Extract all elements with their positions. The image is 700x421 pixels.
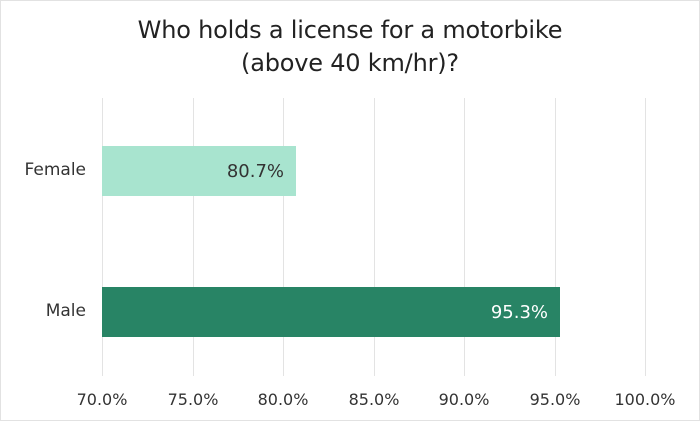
category-label-female: Female: [24, 160, 86, 180]
chart-title-line-2: (above 40 km/hr)?: [241, 49, 459, 77]
x-tick-label: 100.0%: [614, 390, 676, 409]
bar-value-label: 95.3%: [490, 301, 548, 323]
bar-female: 80.7%: [102, 146, 296, 196]
x-tick-label: 85.0%: [348, 390, 400, 409]
chart-title: Who holds a license for a motorbike (abo…: [0, 14, 700, 80]
gridline: [464, 98, 465, 376]
gridline: [102, 98, 103, 376]
category-label-male: Male: [45, 301, 86, 321]
x-tick-label: 70.0%: [76, 390, 128, 409]
chart-title-line-1: Who holds a license for a motorbike: [137, 16, 563, 44]
gridline: [283, 98, 284, 376]
bar-male: 95.3%: [102, 287, 560, 337]
gridline: [645, 98, 646, 376]
gridline: [193, 98, 194, 376]
x-tick-label: 90.0%: [438, 390, 490, 409]
gridline: [555, 98, 556, 376]
bar-value-label: 80.7%: [226, 160, 284, 182]
gridline: [374, 98, 375, 376]
x-tick-label: 75.0%: [167, 390, 219, 409]
x-tick-label: 80.0%: [257, 390, 309, 409]
x-tick-label: 95.0%: [529, 390, 581, 409]
